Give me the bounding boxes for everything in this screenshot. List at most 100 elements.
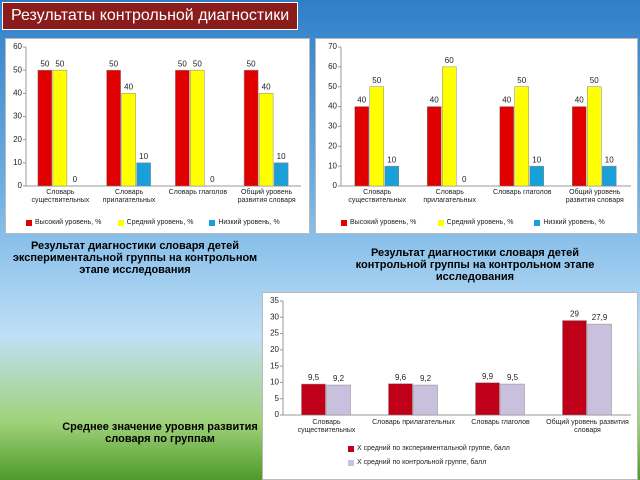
y-tick-label: 50 xyxy=(13,65,22,74)
y-tick-label: 30 xyxy=(328,122,337,131)
plot: 0 5 10 15 20 25 30 35 9,5 9,2 9,6 9,2 9,9 9,5 29 27,9 xyxy=(270,296,631,419)
legend-label: Средний уровень, % xyxy=(126,219,194,226)
data-label: 40 xyxy=(357,96,366,105)
legend-swatch xyxy=(348,459,354,466)
legend-label: Низкий уровень, % xyxy=(543,219,605,226)
data-label: 0 xyxy=(73,175,78,184)
legend-item: X средний по контрольной группе, балл xyxy=(348,459,486,466)
y-tick-label: 25 xyxy=(270,329,279,338)
legend-label: Высокий уровень, % xyxy=(350,219,417,226)
bar xyxy=(190,69,205,187)
data-label: 10 xyxy=(277,152,286,161)
data-label: 0 xyxy=(462,175,467,184)
bar xyxy=(136,162,151,187)
data-label: 10 xyxy=(605,155,614,164)
y-tick-label: 15 xyxy=(270,361,279,370)
y-tick-label: 0 xyxy=(18,181,23,190)
bar xyxy=(121,93,136,187)
data-label: 50 xyxy=(178,59,187,68)
bar xyxy=(354,106,369,187)
data-label: 0 xyxy=(210,175,215,184)
data-label: 9,5 xyxy=(507,373,519,382)
bar xyxy=(587,323,612,416)
legend-swatch xyxy=(117,219,124,226)
legend-swatch xyxy=(534,219,541,226)
bar xyxy=(475,382,500,416)
bar xyxy=(175,69,190,187)
y-tick-label: 35 xyxy=(270,296,279,305)
bar xyxy=(301,383,326,416)
y-tick-label: 60 xyxy=(13,42,22,51)
y-tick-label: 0 xyxy=(275,410,280,419)
chart: 0 10 20 30 40 50 60 70 40 50 10 40 60 0 40 50 10 40 50 10 Сл… xyxy=(315,38,638,234)
legend-label: X средний по контрольной группе, балл xyxy=(357,459,487,466)
data-label: 50 xyxy=(517,76,526,85)
legend-swatch xyxy=(341,219,347,226)
x-tick-label: Общий уровень развития словаря xyxy=(237,189,296,204)
data-label: 40 xyxy=(575,96,584,105)
data-label: 50 xyxy=(109,59,118,68)
bar xyxy=(388,383,413,416)
x-tick-label: Словарь глаголов xyxy=(471,419,530,426)
legend-label: Высокий уровень, % xyxy=(35,219,102,226)
plot: 0 10 20 30 40 50 60 70 40 50 10 40 60 0 40 50 10 40 50 10 xyxy=(328,42,631,190)
legend-item: X средний по экспериментальной группе, б… xyxy=(348,445,510,452)
legend-item: Высокий уровень, % xyxy=(341,219,416,226)
data-label: 50 xyxy=(193,59,202,68)
bar xyxy=(427,106,442,187)
data-label: 40 xyxy=(430,96,439,105)
y-tick-label: 30 xyxy=(270,312,279,321)
bar xyxy=(587,86,602,187)
data-label: 50 xyxy=(55,59,64,68)
legend-item: Средний уровень, % xyxy=(437,219,513,226)
legend-swatch xyxy=(209,219,216,226)
bar xyxy=(500,383,525,416)
x-tick-label: Словарь прилагательных xyxy=(102,189,156,204)
x-tick-label: Общий уровень развития словаря xyxy=(565,189,624,204)
x-tick-label: Общий уровень развития словаря xyxy=(546,419,629,434)
data-label: 40 xyxy=(502,96,511,105)
bar xyxy=(413,384,438,416)
y-tick-label: 5 xyxy=(275,394,280,403)
bar xyxy=(369,86,384,187)
bar xyxy=(37,69,53,187)
data-label: 29 xyxy=(570,310,579,319)
legend-item: Средний уровень, % xyxy=(117,219,194,226)
y-tick-label: 40 xyxy=(13,88,22,97)
x-tick-label: Словарь прилагательных xyxy=(423,189,477,204)
x-tick-label: Словарь существительных xyxy=(297,419,356,434)
bar xyxy=(499,106,514,187)
data-label: 50 xyxy=(590,76,599,85)
slide-title: Результаты контрольной диагностики xyxy=(2,2,299,30)
x-tick-label: Словарь глаголов xyxy=(493,189,552,196)
data-label: 50 xyxy=(372,76,381,85)
chart: 0 5 10 15 20 25 30 35 9,5 9,2 9,6 9,2 9,9 9,5 29 27,9 Сл… xyxy=(262,292,638,480)
caption: Результат диагностики словаря детей эксп… xyxy=(12,240,258,276)
caption: Результат диагностики словаря детей конт… xyxy=(355,247,595,283)
y-tick-label: 60 xyxy=(328,62,337,71)
y-tick-label: 20 xyxy=(13,135,22,144)
legend-swatch xyxy=(26,219,32,226)
bar xyxy=(384,165,399,187)
bar xyxy=(258,93,274,187)
legend-swatch xyxy=(348,445,354,452)
legend-item: Низкий уровень, % xyxy=(209,219,280,226)
data-label: 40 xyxy=(262,82,271,91)
y-tick-label: 50 xyxy=(328,82,337,91)
bar xyxy=(572,106,587,187)
y-tick-label: 30 xyxy=(13,112,22,121)
data-label: 9,6 xyxy=(395,373,407,382)
bar xyxy=(326,384,351,416)
caption: Среднее значение уровня развития словаря… xyxy=(62,421,258,445)
x-tick-label: Словарь существительных xyxy=(31,189,90,204)
bar xyxy=(562,320,587,416)
data-label: 9,2 xyxy=(420,374,432,383)
bar xyxy=(529,165,544,187)
legend-swatch xyxy=(437,219,444,226)
data-label: 50 xyxy=(247,59,256,68)
y-tick-label: 20 xyxy=(270,345,279,354)
data-label: 10 xyxy=(139,152,148,161)
x-tick-label: Словарь прилагательных xyxy=(372,419,455,426)
x-tick-label: Словарь глаголов xyxy=(168,189,228,196)
